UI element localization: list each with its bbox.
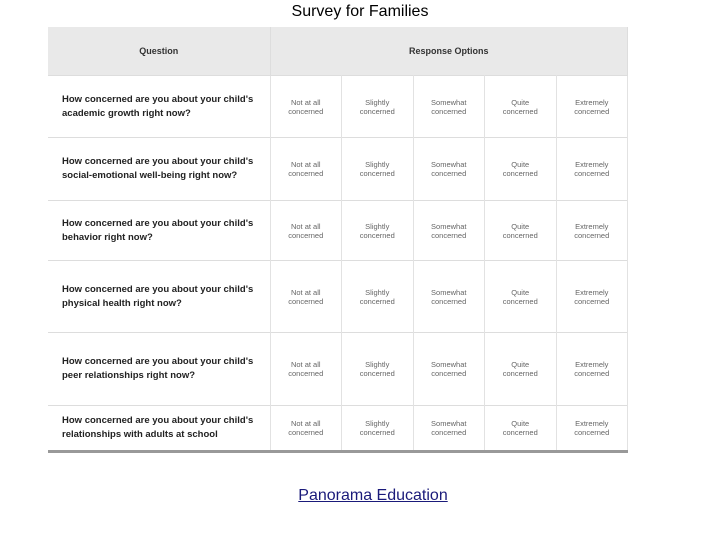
survey-table: Question Response Options How concerned … — [48, 27, 628, 453]
option-cell: Not at all concerned — [270, 260, 342, 333]
option-cell: Extremely concerned — [556, 405, 628, 452]
option-cell: Slightly concerned — [341, 200, 414, 261]
option-cell: Somewhat concerned — [413, 200, 485, 261]
question-cell: How concerned are you about your child's… — [48, 260, 271, 333]
option-cell: Extremely concerned — [556, 332, 628, 406]
slide-title: Survey for Families — [291, 3, 429, 20]
option-cell: Slightly concerned — [341, 260, 414, 333]
option-cell: Extremely concerned — [556, 200, 628, 261]
option-cell: Quite concerned — [484, 200, 557, 261]
option-cell: Quite concerned — [484, 405, 557, 452]
option-cell: Not at all concerned — [270, 137, 342, 201]
option-cell: Quite concerned — [484, 260, 557, 333]
question-cell: How concerned are you about your child's… — [48, 75, 271, 138]
option-cell: Extremely concerned — [556, 137, 628, 201]
footer: Panorama Education — [0, 487, 720, 505]
option-cell: Extremely concerned — [556, 75, 628, 138]
option-cell: Somewhat concerned — [413, 332, 485, 406]
question-cell: How concerned are you about your child's… — [48, 137, 271, 201]
table-row: How concerned are you about your child's… — [48, 332, 628, 406]
table-body: How concerned are you about your child's… — [48, 75, 628, 452]
source-link[interactable]: Panorama Education — [298, 487, 448, 504]
option-cell: Slightly concerned — [341, 405, 414, 452]
option-cell: Extremely concerned — [556, 260, 628, 333]
option-cell: Somewhat concerned — [413, 260, 485, 333]
header-cell: Response Options — [270, 27, 628, 76]
option-cell: Somewhat concerned — [413, 405, 485, 452]
option-cell: Somewhat concerned — [413, 75, 485, 138]
option-cell: Not at all concerned — [270, 200, 342, 261]
option-cell: Not at all concerned — [270, 405, 342, 452]
option-cell: Slightly concerned — [341, 75, 414, 138]
option-cell: Slightly concerned — [341, 137, 414, 201]
option-cell: Quite concerned — [484, 137, 557, 201]
option-cell: Quite concerned — [484, 75, 557, 138]
table-row: How concerned are you about your child's… — [48, 200, 628, 261]
option-cell: Quite concerned — [484, 332, 557, 406]
question-cell: How concerned are you about your child's… — [48, 332, 271, 406]
table-row: How concerned are you about your child's… — [48, 137, 628, 201]
header-cell: Question — [48, 27, 271, 76]
table-row: How concerned are you about your child's… — [48, 260, 628, 333]
option-cell: Not at all concerned — [270, 332, 342, 406]
option-cell: Somewhat concerned — [413, 137, 485, 201]
question-cell: How concerned are you about your child's… — [48, 200, 271, 261]
table-row: How concerned are you about your child's… — [48, 405, 628, 452]
option-cell: Slightly concerned — [341, 332, 414, 406]
option-cell: Not at all concerned — [270, 75, 342, 138]
table-row: How concerned are you about your child's… — [48, 75, 628, 138]
header-row: Question Response Options — [48, 27, 628, 76]
question-cell: How concerned are you about your child's… — [48, 405, 271, 452]
